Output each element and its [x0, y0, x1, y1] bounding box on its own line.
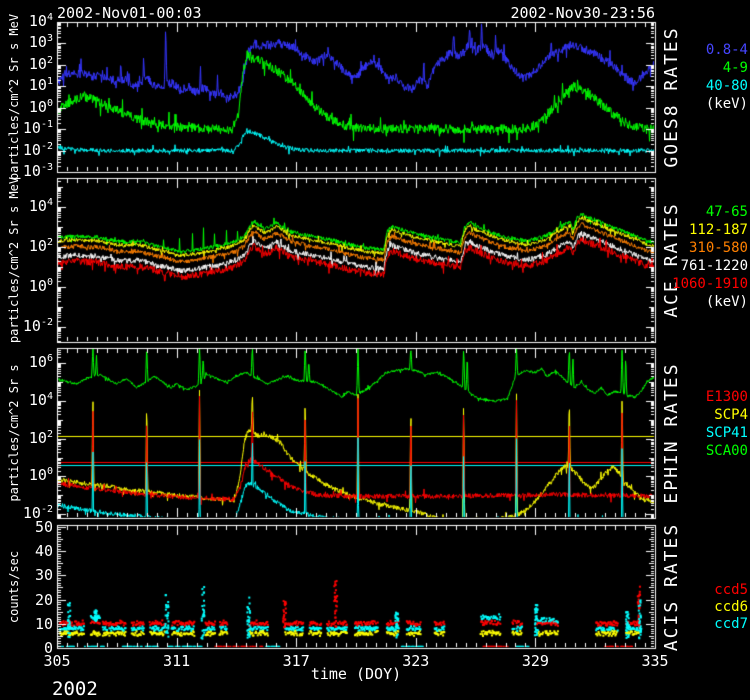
x-axis-label: time (DOY)	[310, 665, 402, 683]
plot-start-datetime: 2002-Nov01-00:03	[57, 4, 202, 22]
x-axis-year-label: 2002	[52, 678, 98, 700]
plot-end-datetime: 2002-Nov30-23:56	[510, 4, 656, 22]
